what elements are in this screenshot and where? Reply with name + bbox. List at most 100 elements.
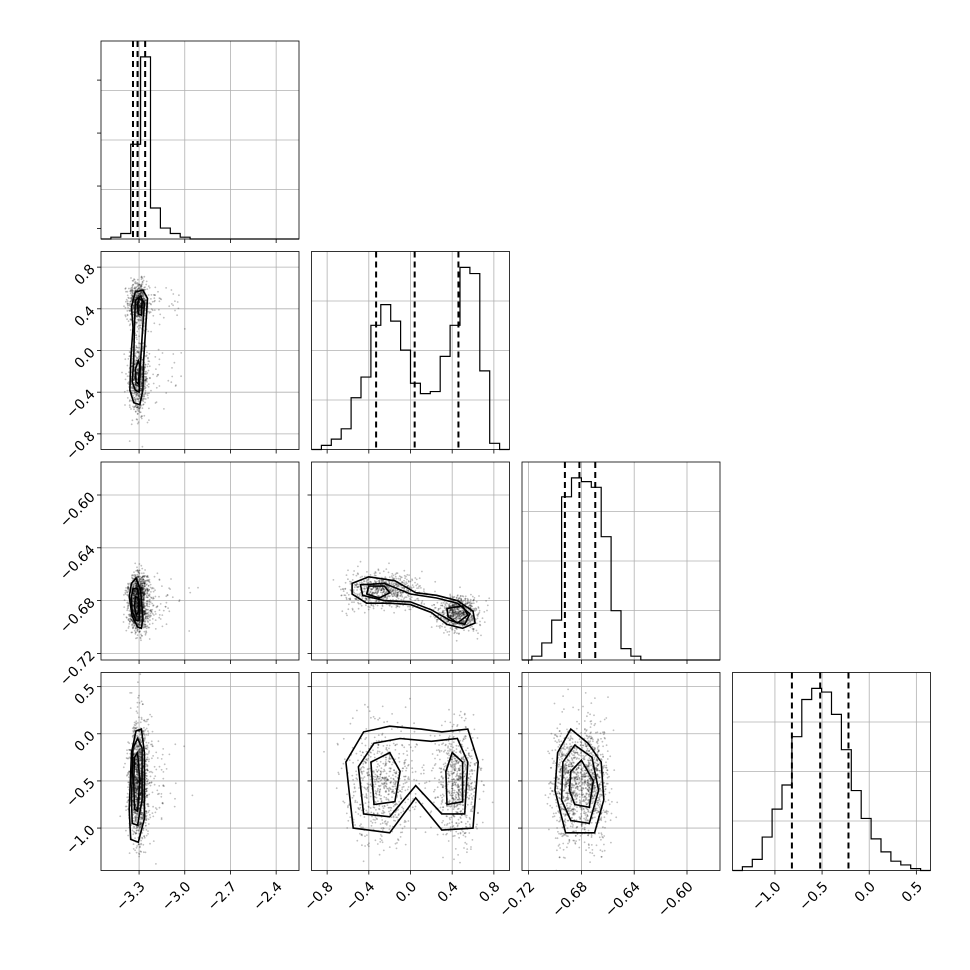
sample-point xyxy=(445,601,448,604)
sample-point xyxy=(137,786,139,789)
sample-point xyxy=(148,352,151,355)
sample-point xyxy=(136,368,138,371)
sample-point xyxy=(360,604,363,607)
sample-point xyxy=(139,825,142,828)
sample-point xyxy=(127,604,130,607)
sample-point xyxy=(172,353,175,355)
sample-point xyxy=(472,628,475,631)
sample-point xyxy=(138,755,141,758)
sample-point xyxy=(152,382,155,385)
sample-point xyxy=(131,600,134,603)
sample-point xyxy=(370,604,373,607)
sample-point xyxy=(174,782,177,785)
sample-point xyxy=(135,593,138,595)
sample-point xyxy=(134,582,137,585)
sample-point xyxy=(376,604,379,607)
sample-point xyxy=(134,581,137,583)
sample-point xyxy=(374,574,377,577)
sample-point xyxy=(355,593,357,595)
sample-point xyxy=(130,294,133,296)
sample-point xyxy=(143,739,146,742)
sample-point xyxy=(399,595,402,597)
sample-point xyxy=(447,620,449,622)
sample-point xyxy=(134,727,137,730)
sample-point xyxy=(136,346,138,349)
sample-point xyxy=(434,616,436,619)
sample-point xyxy=(411,584,414,586)
sample-point xyxy=(145,618,147,620)
sample-point xyxy=(455,615,458,618)
sample-point xyxy=(399,579,402,581)
sample-point xyxy=(478,595,480,597)
sample-point xyxy=(435,618,438,621)
sample-point xyxy=(131,288,133,291)
sample-point xyxy=(164,605,167,608)
sample-point xyxy=(144,387,146,390)
sample-point xyxy=(478,611,481,614)
sample-point xyxy=(136,726,138,729)
sample-point xyxy=(396,585,398,588)
sample-point xyxy=(138,315,141,318)
sample-point xyxy=(456,617,459,620)
sample-point xyxy=(137,410,140,412)
sample-point xyxy=(136,602,139,605)
sample-point xyxy=(135,816,138,818)
sample-point xyxy=(449,615,452,618)
sample-point xyxy=(136,748,139,750)
sample-point xyxy=(140,367,143,370)
sample-point xyxy=(135,827,138,830)
sample-point xyxy=(134,590,136,593)
sample-point xyxy=(392,588,395,591)
sample-point xyxy=(465,624,468,626)
sample-point xyxy=(149,609,152,611)
sample-point xyxy=(456,615,459,618)
sample-point xyxy=(140,389,142,392)
sample-point xyxy=(135,791,138,794)
sample-point xyxy=(142,584,145,587)
sample-point xyxy=(144,623,146,626)
sample-point xyxy=(370,593,373,595)
sample-point xyxy=(440,616,442,618)
sample-point xyxy=(396,593,399,596)
sample-point xyxy=(147,330,150,333)
sample-point xyxy=(140,611,143,613)
sample-point xyxy=(358,602,360,605)
sample-point xyxy=(153,614,155,616)
sample-point xyxy=(396,591,399,594)
sample-point xyxy=(136,326,139,328)
sample-point xyxy=(378,580,380,582)
sample-point xyxy=(139,576,141,578)
sample-point xyxy=(140,387,142,390)
sample-point xyxy=(140,417,143,420)
sample-point xyxy=(404,583,407,586)
sample-point xyxy=(135,792,138,794)
sample-point xyxy=(453,611,456,614)
sample-point xyxy=(137,395,140,397)
sample-point xyxy=(136,384,138,387)
sample-point xyxy=(464,603,466,605)
sample-point xyxy=(126,587,129,589)
sample-point xyxy=(480,634,482,637)
sample-point xyxy=(377,588,380,590)
sample-point xyxy=(125,587,127,589)
sample-point xyxy=(371,591,374,594)
sample-point xyxy=(148,594,150,596)
sample-point xyxy=(469,622,472,625)
sample-point xyxy=(443,612,446,614)
sample-point xyxy=(452,611,455,614)
sample-point xyxy=(138,569,141,572)
sample-point xyxy=(145,609,148,611)
sample-point xyxy=(143,322,146,325)
sample-point xyxy=(140,383,143,386)
sample-point xyxy=(145,627,148,630)
sample-point xyxy=(446,620,449,623)
sample-point xyxy=(132,395,135,397)
sample-point xyxy=(136,770,139,772)
sample-point xyxy=(443,600,446,603)
sample-point xyxy=(441,611,444,614)
sample-point xyxy=(136,576,139,578)
sample-point xyxy=(143,612,146,614)
sample-point xyxy=(146,769,149,772)
sample-point xyxy=(134,384,137,387)
sample-point xyxy=(134,574,137,576)
